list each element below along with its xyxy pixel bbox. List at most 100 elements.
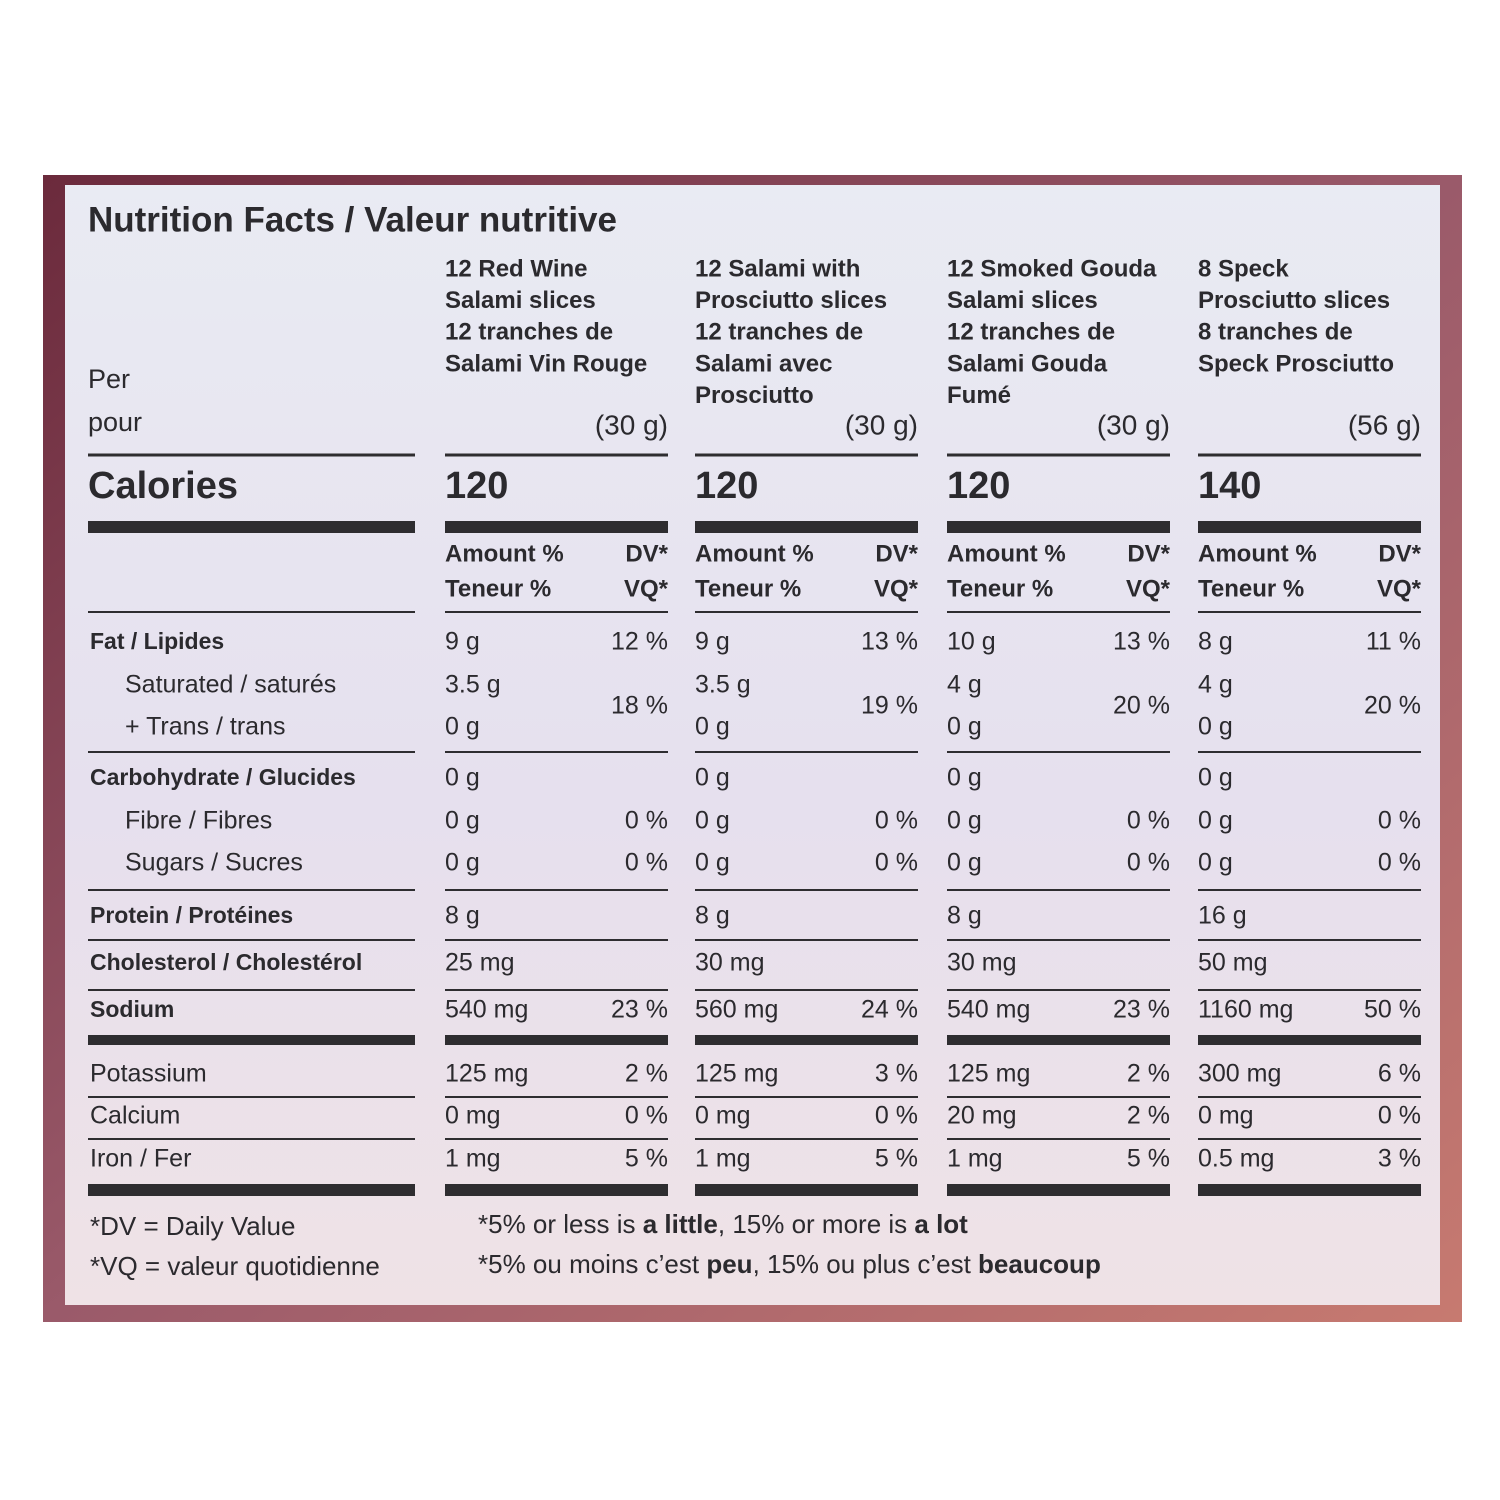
amount: 9 g — [695, 628, 730, 656]
product-name: 12 Red Wine — [445, 255, 588, 282]
amount: 125 mg — [947, 1060, 1030, 1088]
nutrient-label: Fibre / Fibres — [125, 807, 272, 835]
rule — [695, 1184, 918, 1196]
footnote: *5% ou moins c’est peu, 15% ou plus c’es… — [478, 1249, 1101, 1279]
amount: 0 g — [445, 849, 480, 877]
amount: 540 mg — [947, 996, 1030, 1024]
daily-value: 50 % — [1364, 996, 1421, 1024]
amount: 0 mg — [695, 1102, 751, 1130]
serving-size: (30 g) — [845, 409, 918, 440]
nutrient-label: Saturated / saturés — [125, 671, 336, 699]
rule — [445, 989, 668, 991]
calories: 120 — [947, 465, 1010, 507]
amount-header: VQ* — [874, 575, 919, 602]
amount: 540 mg — [445, 996, 528, 1024]
amount: 0 g — [947, 807, 982, 835]
daily-value: 2 % — [625, 1060, 668, 1088]
rule — [695, 1035, 918, 1045]
amount: 8 g — [445, 902, 480, 930]
rule — [1198, 521, 1421, 533]
rule — [88, 1035, 415, 1045]
rule — [88, 989, 415, 991]
amount: 560 mg — [695, 996, 778, 1024]
rule — [88, 521, 415, 533]
amount: 0.5 mg — [1198, 1145, 1274, 1173]
amount: 0 g — [445, 713, 480, 741]
footnote-part: a little — [643, 1209, 718, 1239]
calories: 120 — [445, 465, 508, 507]
product-name: Fumé — [947, 382, 1011, 409]
product-name: Salami Vin Rouge — [445, 350, 647, 377]
amount: 3.5 g — [695, 671, 751, 699]
daily-value: 23 % — [611, 996, 668, 1024]
rule — [445, 1035, 668, 1045]
rule — [88, 751, 415, 753]
amount: 0 g — [445, 807, 480, 835]
nutrient-label: Protein / Protéines — [90, 902, 293, 928]
daily-value: 0 % — [1127, 807, 1170, 835]
rule — [947, 989, 1170, 991]
amount-header: DV* — [875, 540, 918, 567]
amount: 9 g — [445, 628, 480, 656]
rule — [947, 939, 1170, 941]
rule — [1198, 1184, 1421, 1196]
serving-size: (30 g) — [1097, 409, 1170, 440]
rule — [88, 1096, 415, 1098]
calories-label: Calories — [88, 465, 238, 507]
footnote-part: *5% ou moins c’est — [478, 1249, 706, 1279]
amount: 0 g — [1198, 764, 1233, 792]
daily-value: 24 % — [861, 996, 918, 1024]
rule — [1198, 1138, 1421, 1140]
product-name: 12 tranches de — [695, 319, 863, 346]
daily-value: 0 % — [1378, 807, 1421, 835]
per: pour — [88, 407, 142, 437]
product-name: 8 tranches de — [1198, 319, 1353, 346]
nutrient-label: Sugars / Sucres — [125, 849, 303, 877]
amount-header: Teneur % — [695, 575, 801, 602]
footnote-part: beaucoup — [978, 1249, 1101, 1279]
rule — [88, 1184, 415, 1196]
rule — [1198, 453, 1421, 457]
amount-header: DV* — [1378, 540, 1421, 567]
rule — [695, 611, 918, 613]
daily-value: 13 % — [1113, 628, 1170, 656]
rule — [695, 453, 918, 457]
product-name: Prosciutto slices — [1198, 287, 1390, 314]
daily-value: 0 % — [625, 807, 668, 835]
rule — [1198, 1096, 1421, 1098]
rule — [445, 751, 668, 753]
rule — [88, 1138, 415, 1140]
amount: 0 g — [1198, 807, 1233, 835]
rule — [88, 889, 415, 891]
nutrient-label: Fat / Lipides — [90, 628, 224, 654]
serving-size: (30 g) — [595, 409, 668, 440]
amount-header: VQ* — [1377, 575, 1422, 602]
rule — [695, 1138, 918, 1140]
amount: 0 g — [947, 764, 982, 792]
daily-value: 2 % — [1127, 1102, 1170, 1130]
amount: 50 mg — [1198, 949, 1267, 977]
amount: 8 g — [947, 902, 982, 930]
daily-value: 0 % — [625, 1102, 668, 1130]
daily-value: 0 % — [625, 849, 668, 877]
product-name: Salami Gouda — [947, 350, 1108, 377]
daily-value: 6 % — [1378, 1060, 1421, 1088]
rule — [947, 1096, 1170, 1098]
rule — [88, 453, 415, 457]
amount: 0 g — [695, 807, 730, 835]
serving-size: (56 g) — [1348, 409, 1421, 440]
daily-value: 0 % — [1378, 1102, 1421, 1130]
footnote-part: , 15% ou plus c’est — [753, 1249, 978, 1279]
daily-value: 0 % — [1127, 849, 1170, 877]
rule — [695, 521, 918, 533]
daily-value: 20 % — [1113, 692, 1170, 720]
nutrient-label: Iron / Fer — [90, 1145, 191, 1173]
rule — [947, 611, 1170, 613]
rule — [1198, 989, 1421, 991]
amount-header: Amount % — [445, 540, 564, 567]
amount: 0 mg — [445, 1102, 501, 1130]
title: Nutrition Facts / Valeur nutritive — [88, 200, 617, 239]
rule — [947, 453, 1170, 457]
amount: 3.5 g — [445, 671, 501, 699]
rule — [947, 1035, 1170, 1045]
